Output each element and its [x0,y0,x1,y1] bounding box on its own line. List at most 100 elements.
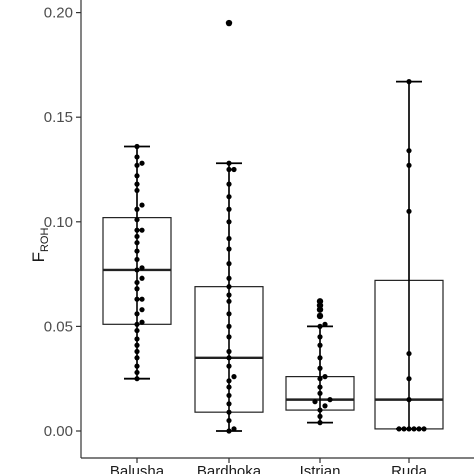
data-point [317,365,323,371]
data-point [411,426,417,432]
data-point [134,376,140,382]
y-tick-label: 0.20 [44,5,73,22]
x-tick-label: Ruda [391,463,428,474]
data-point [406,79,412,85]
data-point [317,384,323,390]
data-point [322,321,328,327]
data-point [134,143,140,150]
data-point [134,348,140,355]
data-point [317,407,323,413]
data-point [406,350,412,357]
data-point [317,413,323,419]
data-point [226,261,232,267]
data-point [406,208,412,214]
data-point [134,248,140,254]
data-point [416,426,422,432]
data-point [134,227,140,233]
data-point [134,327,140,334]
data-point [317,390,323,396]
box-group [102,143,172,382]
y-tick-label: 0.05 [44,318,73,335]
data-point [406,148,412,154]
box-group [194,19,264,434]
data-point [134,321,140,327]
data-point [226,401,232,407]
data-point [139,160,145,166]
data-point [134,233,140,240]
data-point [226,246,232,252]
data-point [226,292,232,298]
data-point [231,374,237,380]
data-point [317,323,323,329]
data-point [226,392,232,399]
data-point [139,275,145,281]
data-point [134,342,140,348]
data-point [134,206,140,212]
data-point [406,376,412,382]
data-point [134,173,140,179]
data-point [317,376,323,382]
data-point [317,342,323,348]
data-point [226,409,232,415]
data-point [226,181,232,187]
data-point [139,307,145,313]
y-axis-label: FROH [29,228,51,263]
data-point [312,399,318,405]
data-point [139,202,145,208]
data-point [226,206,232,212]
data-point [226,235,232,242]
data-point [226,194,232,200]
data-point [134,369,140,376]
y-tick-label: 0.00 [44,423,73,440]
x-tick-label: Bardhoka [197,463,262,474]
data-point [226,219,232,225]
data-point [139,319,145,325]
data-point [401,426,407,432]
data-point [406,397,412,403]
data-point [134,217,140,223]
data-point [139,227,145,233]
outlier-point [225,19,233,27]
data-point [226,298,232,304]
x-tick-label: Istrian [300,463,341,474]
x-tick-label: Balusha [110,463,165,474]
data-point [226,166,232,173]
data-point [396,426,402,432]
outlier-point [316,312,324,320]
data-point [134,286,140,292]
plot-area [102,19,444,434]
data-point [226,275,232,281]
data-point [134,296,140,302]
data-point [134,279,140,286]
box-group [374,79,444,432]
data-point [322,374,328,380]
data-point [134,336,140,342]
y-tick-label: 0.10 [44,214,73,231]
data-point [139,296,145,302]
data-point [406,426,412,432]
data-point [134,162,140,168]
data-point [406,162,412,168]
data-point [231,166,237,173]
data-point [226,323,232,329]
data-point [134,355,140,361]
data-point [317,334,323,340]
data-point [139,265,145,271]
data-point [231,426,237,432]
data-point [226,363,232,369]
data-point [226,378,232,384]
x-axis: Balusha Bardhoka Istrian Ruda [110,458,428,474]
data-point [317,420,323,426]
data-point [134,187,140,194]
data-point [226,160,232,166]
data-point [134,267,140,273]
data-point [226,384,232,390]
data-point [317,355,323,361]
data-point [226,355,232,361]
data-point [322,403,328,409]
data-point [134,256,140,263]
y-tick-label: 0.15 [44,109,73,126]
y-axis: 0.00 0.05 0.10 0.15 0.20 [44,5,81,440]
data-point [226,334,232,340]
